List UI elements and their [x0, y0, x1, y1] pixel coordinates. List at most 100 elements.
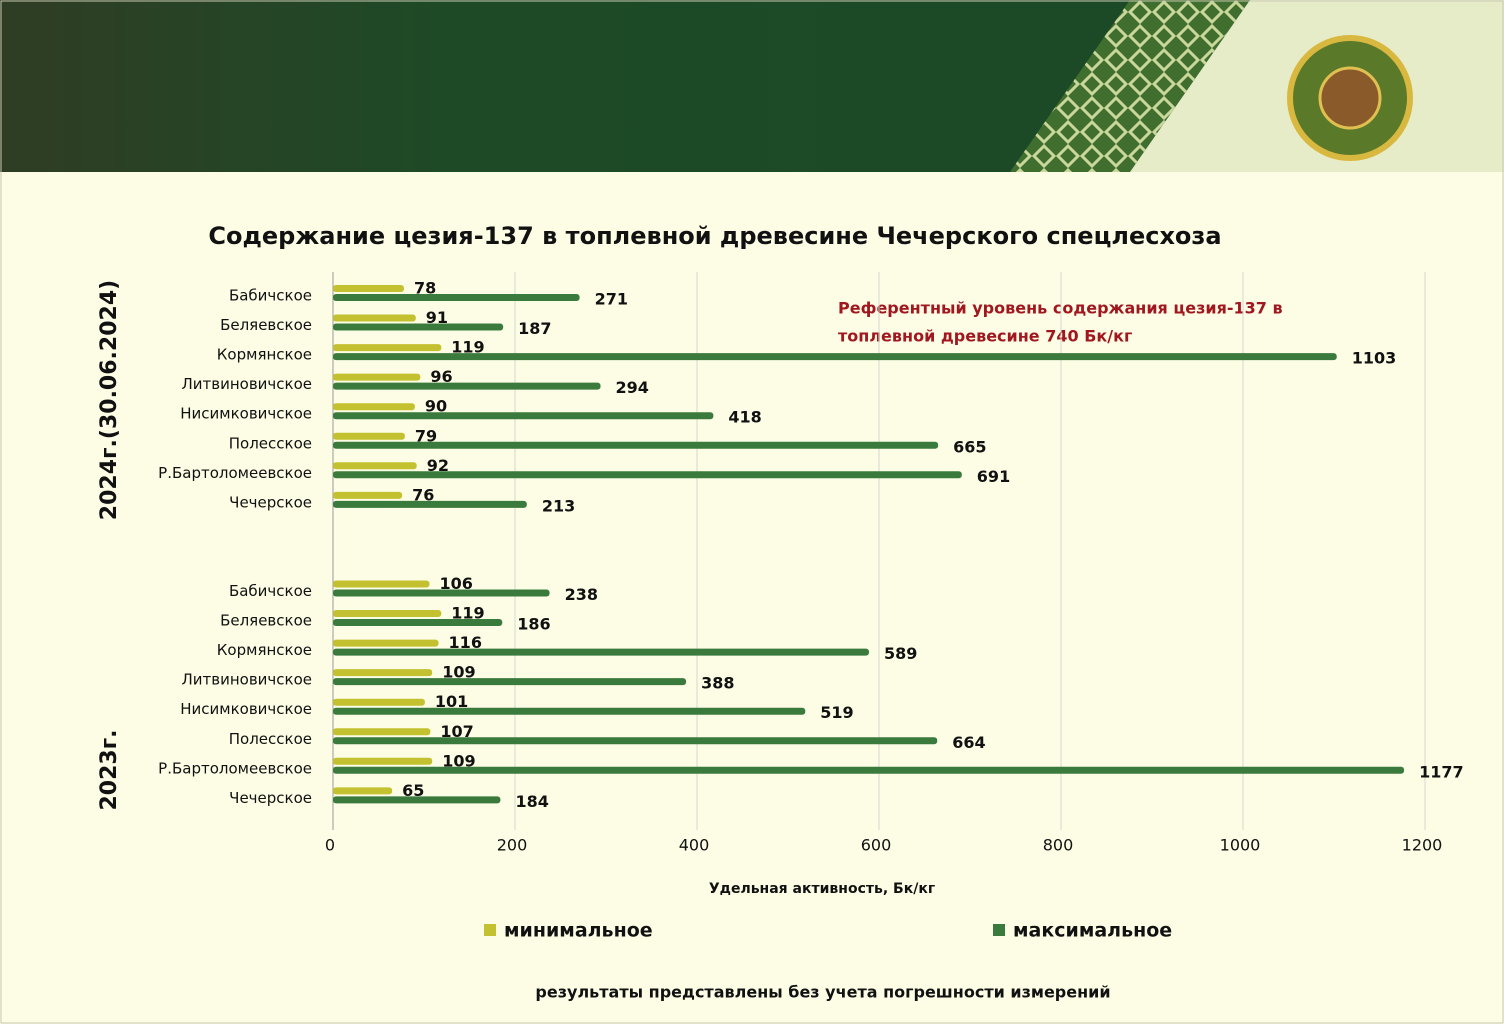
bar — [333, 471, 962, 479]
x-tick-label: 0 — [325, 836, 335, 855]
value-label: 116 — [449, 633, 482, 652]
value-label: 101 — [435, 692, 468, 711]
bar — [333, 432, 405, 440]
legend-swatch — [484, 924, 496, 936]
value-label: 691 — [977, 467, 1010, 486]
bar — [333, 678, 687, 686]
value-label: 388 — [701, 674, 734, 693]
bar — [333, 491, 403, 499]
value-label: 238 — [565, 585, 598, 604]
bar — [333, 610, 442, 618]
value-label: 184 — [515, 792, 548, 811]
x-axis-title: Удельная активность, Бк/кг — [709, 881, 935, 897]
value-label: 76 — [412, 485, 434, 504]
value-label: 187 — [518, 319, 551, 338]
y-tick-label: Бабичское — [229, 287, 312, 305]
bar — [333, 669, 433, 677]
y-tick-label: Р.Бартоломеевское — [158, 464, 312, 482]
x-tick-label: 200 — [497, 836, 528, 855]
bar — [333, 757, 433, 765]
bar — [333, 353, 1337, 361]
y-tick-label: Нисимковичское — [180, 405, 312, 423]
bar — [333, 698, 425, 706]
footnote: результаты представлены без учета погреш… — [535, 983, 1110, 1002]
value-label: 106 — [439, 574, 472, 593]
bar — [333, 589, 550, 597]
bar — [333, 728, 431, 736]
bar — [333, 344, 442, 352]
value-label: 79 — [415, 426, 437, 445]
bar — [333, 639, 439, 647]
value-label: 78 — [414, 279, 436, 298]
bar — [333, 314, 416, 322]
y-tick-label: Беляевское — [220, 612, 312, 630]
legend-swatch — [993, 924, 1005, 936]
value-label: 65 — [402, 781, 424, 800]
value-label: 119 — [451, 604, 484, 623]
value-label: 294 — [616, 378, 649, 397]
bar — [333, 285, 404, 292]
logo-inner — [1318, 66, 1382, 130]
y-tick-label: Чечерское — [229, 493, 312, 511]
value-label: 109 — [442, 751, 475, 770]
value-label: 90 — [425, 397, 447, 416]
bar — [333, 500, 527, 508]
y-tick-label: Нисимковичское — [180, 700, 312, 718]
bar — [333, 382, 601, 390]
y-tick-label: Литвиновичское — [181, 375, 312, 393]
bar — [333, 766, 1405, 774]
bar — [333, 462, 417, 470]
annotation: Референтный уровень содержания цезия-137… — [838, 299, 1283, 318]
value-label: 519 — [820, 703, 853, 722]
bar — [333, 648, 869, 656]
y-tick-label: Полесское — [229, 434, 312, 452]
value-label: 186 — [517, 615, 550, 634]
bar — [333, 403, 415, 411]
legend-label: максимальное — [1013, 920, 1172, 942]
value-label: 1103 — [1352, 349, 1397, 368]
y-tick-label: Бабичское — [229, 582, 312, 600]
bar — [333, 373, 421, 381]
annotation: топлевной древесине 740 Бк/кг — [838, 327, 1132, 346]
bar — [333, 707, 806, 715]
value-label: 91 — [426, 308, 448, 327]
value-label: 109 — [442, 663, 475, 682]
x-tick-label: 400 — [679, 836, 710, 855]
y-tick-label: Беляевское — [220, 316, 312, 334]
bar — [333, 619, 503, 627]
bar — [333, 787, 393, 795]
bar — [333, 796, 501, 804]
value-label: 418 — [728, 408, 761, 427]
value-label: 271 — [595, 290, 628, 309]
group-label: 2024г.(30.06.2024) — [97, 280, 122, 520]
y-tick-label: Кормянское — [217, 346, 312, 364]
bar — [333, 737, 938, 745]
ornament — [1010, 0, 1250, 172]
value-label: 107 — [440, 722, 473, 741]
y-tick-label: Литвиновичское — [181, 671, 312, 689]
bar — [333, 294, 580, 301]
value-label: 213 — [542, 496, 575, 515]
y-tick-label: Кормянское — [217, 641, 312, 659]
x-tick-label: 1000 — [1220, 836, 1261, 855]
value-label: 119 — [451, 338, 484, 357]
bar — [333, 580, 430, 588]
bar — [333, 323, 504, 331]
group-label: 2023г. — [97, 729, 122, 810]
y-tick-label: Р.Бартоломеевское — [158, 759, 312, 777]
value-label: 589 — [884, 644, 917, 663]
value-label: 96 — [430, 367, 452, 386]
legend-label: минимальное — [504, 920, 653, 942]
x-tick-label: 600 — [861, 836, 892, 855]
chart-title: Содержание цезия-137 в топлевной древеси… — [208, 222, 1221, 250]
x-tick-label: 800 — [1043, 836, 1074, 855]
x-tick-label: 1200 — [1402, 836, 1443, 855]
value-label: 1177 — [1419, 762, 1464, 781]
value-label: 92 — [427, 456, 449, 475]
value-label: 665 — [953, 437, 986, 456]
value-label: 664 — [952, 733, 985, 752]
y-tick-label: Полесское — [229, 730, 312, 748]
